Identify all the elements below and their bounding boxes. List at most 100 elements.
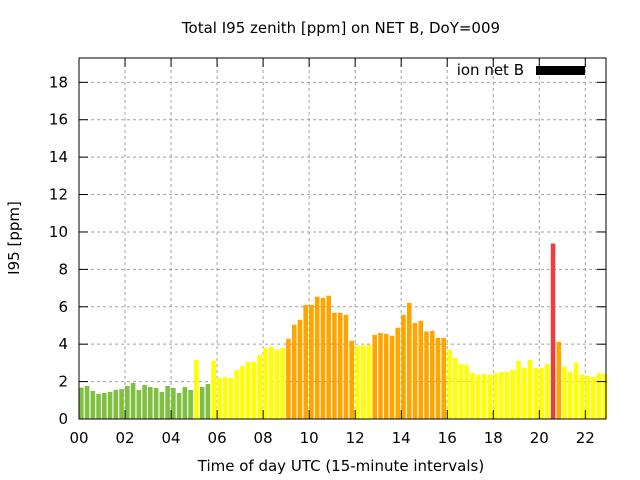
bar [159, 391, 165, 419]
x-tick-label: 06 [208, 429, 227, 447]
bar [113, 390, 119, 419]
bar [130, 382, 136, 419]
bar [96, 393, 101, 419]
bar [550, 243, 556, 419]
x-tick-label: 04 [162, 429, 181, 447]
x-tick-label: 14 [392, 429, 411, 447]
grid [79, 58, 606, 419]
bar [211, 361, 216, 419]
legend-swatch [536, 66, 585, 75]
y-tick-label: 12 [49, 186, 68, 204]
bar [199, 387, 205, 419]
x-tick-label: 02 [115, 429, 134, 447]
bar [148, 387, 153, 419]
bar [280, 347, 285, 419]
bar [125, 385, 130, 419]
bar [441, 337, 447, 419]
bar [188, 390, 193, 419]
bar [585, 375, 590, 419]
y-tick-label: 18 [49, 73, 68, 91]
bar [504, 371, 510, 419]
y-tick-label: 6 [58, 298, 68, 316]
bar [257, 354, 262, 419]
bar [498, 371, 504, 419]
bar [458, 363, 464, 419]
bar [84, 385, 90, 419]
bar [366, 344, 372, 419]
bar [320, 297, 326, 419]
bar [487, 374, 493, 419]
bar [291, 324, 297, 419]
bar [343, 314, 349, 419]
bar [412, 322, 418, 419]
x-tick-label: 22 [576, 429, 595, 447]
bar [136, 390, 142, 419]
bar [406, 302, 412, 419]
bar [303, 304, 308, 419]
bar [481, 373, 487, 419]
bar [194, 359, 199, 419]
bar [79, 387, 84, 419]
bar [372, 334, 378, 419]
bar [102, 393, 107, 419]
bar [360, 345, 366, 419]
y-tick-label: 4 [58, 335, 68, 353]
x-tick-label: 12 [346, 429, 365, 447]
bar [378, 332, 383, 419]
bar [533, 367, 539, 419]
x-tick-label: 16 [438, 429, 457, 447]
bar [119, 389, 124, 419]
bar [401, 314, 406, 419]
bar [337, 312, 343, 419]
y-tick-label: 2 [58, 373, 68, 391]
bar [522, 367, 527, 419]
bar [389, 335, 395, 419]
bar [142, 384, 147, 419]
y-tick-label: 8 [58, 260, 68, 278]
y-tick-label: 16 [49, 111, 68, 129]
bar [429, 330, 435, 419]
bar [464, 364, 470, 419]
bar [309, 304, 314, 419]
bar [418, 320, 424, 419]
bar [245, 361, 251, 419]
bar [263, 347, 268, 419]
y-axis-label: I95 [ppm] [5, 201, 23, 275]
bar [90, 390, 96, 419]
bar [274, 349, 280, 419]
bar [579, 374, 585, 419]
x-tick-label: 00 [69, 429, 88, 447]
bar [383, 333, 389, 419]
y-tick-label: 14 [49, 148, 68, 166]
bar [240, 365, 245, 419]
bars [79, 243, 608, 419]
bar [602, 373, 608, 419]
bar [355, 345, 360, 419]
bar [268, 346, 274, 419]
x-tick-label: 20 [530, 429, 549, 447]
bar [326, 295, 331, 419]
bar [516, 361, 521, 419]
bar [182, 387, 188, 419]
bar [286, 338, 291, 419]
plot-frame [78, 57, 607, 420]
x-tick-label: 18 [484, 429, 503, 447]
x-tick-label: 08 [254, 429, 273, 447]
bar [591, 376, 596, 419]
bar [493, 372, 498, 419]
bar [573, 362, 579, 419]
legend-label: ion net B [457, 61, 524, 79]
bar [556, 341, 562, 419]
bar [153, 387, 159, 419]
bar [424, 331, 429, 419]
bar [176, 393, 182, 419]
bar [435, 337, 441, 419]
bar [171, 387, 176, 419]
bar [228, 377, 234, 419]
bar [539, 367, 544, 419]
bar [205, 384, 211, 419]
y-tick-label: 0 [58, 410, 68, 428]
bar [349, 340, 355, 419]
